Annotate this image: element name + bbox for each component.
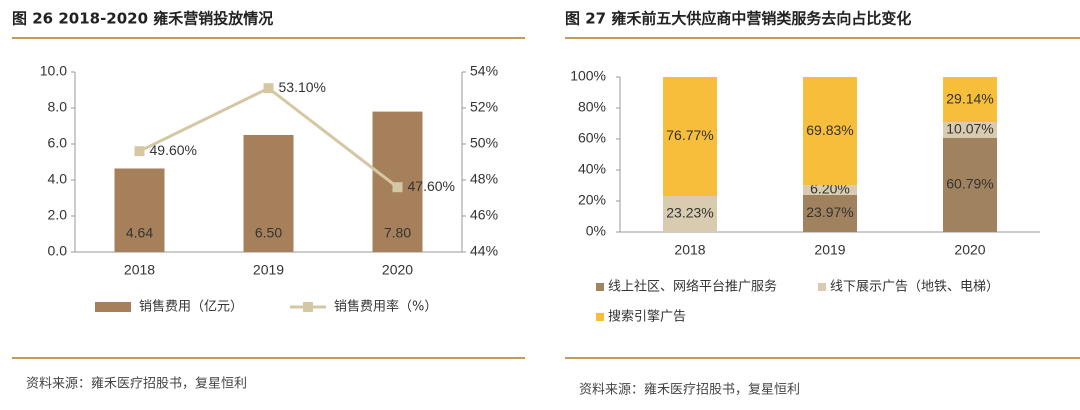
y-tick-label: 60% — [578, 130, 606, 146]
y2-tick-label: 50% — [470, 135, 498, 151]
bar — [243, 135, 294, 252]
segment-value-label: 29.14% — [946, 90, 993, 106]
bar-value-label: 7.80 — [384, 225, 411, 241]
y-tick-label: 6.0 — [48, 135, 68, 151]
source-note: 资料来源：雍禾医疗招股书，复星恒利 — [26, 376, 247, 392]
bar-segment — [803, 185, 857, 195]
legend-label: 搜索引擎广告 — [608, 310, 686, 325]
legend-label: 线下展示广告（地铁、电梯） — [830, 280, 999, 295]
legend-swatch — [596, 313, 604, 321]
y-tick-label: 8.0 — [48, 99, 68, 115]
bar-segment — [663, 195, 717, 232]
x-tick-label: 2020 — [382, 262, 413, 278]
legend-swatch — [95, 302, 131, 312]
bar-segment — [803, 194, 857, 232]
segment-value-label: 10.07% — [946, 121, 993, 137]
y-tick-label: 10.0 — [40, 63, 67, 79]
y-tick-label: 40% — [578, 161, 606, 177]
line-marker — [134, 146, 145, 157]
legend-swatch — [303, 302, 313, 312]
bar-value-label: 4.64 — [126, 225, 153, 241]
y2-tick-label: 54% — [470, 63, 498, 79]
segment-value-label: 23.97% — [806, 204, 853, 220]
y-tick-label: 100% — [570, 68, 606, 84]
x-tick-label: 2018 — [124, 262, 155, 278]
segment-value-label: 76.77% — [666, 127, 713, 143]
chart-title: 图 27 雍禾前五大供应商中营销类服务去向占比变化 — [565, 10, 911, 28]
bar-segment — [943, 77, 997, 123]
x-tick-label: 2019 — [253, 262, 284, 278]
x-tick-label: 2018 — [674, 242, 705, 258]
y2-tick-label: 52% — [470, 99, 498, 115]
y-tick-label: 80% — [578, 99, 606, 115]
x-tick-label: 2020 — [954, 242, 985, 258]
x-tick-label: 2019 — [814, 242, 845, 258]
bar-value-label: 6.50 — [255, 225, 282, 241]
legend-label: 线上社区、网络平台推广服务 — [608, 279, 777, 295]
y2-tick-label: 46% — [470, 207, 498, 223]
bar-segment — [943, 137, 997, 232]
line-value-label: 49.60% — [150, 142, 197, 158]
y-tick-label: 20% — [578, 192, 606, 208]
source-note: 资料来源：雍禾医疗招股书，复星恒利 — [579, 382, 800, 398]
y-tick-label: 0% — [586, 223, 606, 239]
chart-title: 图 26 2018-2020 雍禾营销投放情况 — [12, 10, 273, 28]
y2-tick-label: 48% — [470, 171, 498, 187]
line-marker — [392, 182, 403, 193]
bar — [114, 168, 165, 252]
y2-tick-label: 44% — [470, 243, 498, 259]
segment-value-label: 69.83% — [806, 122, 853, 138]
legend-swatch — [596, 283, 604, 291]
y-tick-label: 0.0 — [48, 243, 68, 259]
bar — [372, 111, 423, 252]
y-tick-label: 2.0 — [48, 207, 68, 223]
legend-label: 销售费用（亿元） — [139, 299, 243, 315]
y-tick-label: 4.0 — [48, 171, 68, 187]
legend-swatch — [818, 283, 826, 291]
segment-value-label: 23.23% — [666, 205, 713, 221]
line-value-label: 53.10% — [279, 79, 326, 95]
segment-value-label: 60.79% — [946, 176, 993, 192]
bar-segment — [943, 122, 997, 138]
bar-segment — [663, 77, 717, 196]
line-marker — [263, 83, 274, 94]
legend-label: 销售费用率（%） — [334, 299, 437, 315]
line-value-label: 47.60% — [408, 178, 455, 194]
bar-segment — [803, 77, 857, 186]
